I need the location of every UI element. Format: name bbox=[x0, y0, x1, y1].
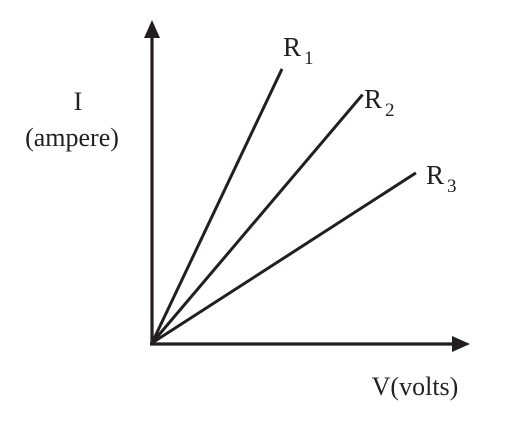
series-line-r2 bbox=[150, 93, 364, 344]
series-line-r1 bbox=[150, 68, 284, 344]
x-axis-label: V(volts) bbox=[372, 372, 459, 401]
y-axis-arrow-icon bbox=[144, 20, 160, 38]
series-line-r3 bbox=[151, 171, 417, 345]
series-label-subscript: 1 bbox=[304, 48, 314, 69]
series-label-subscript: 3 bbox=[447, 176, 457, 197]
series-layer: R 1 R 2 R 3 bbox=[150, 32, 457, 345]
y-axis-label: I bbox=[74, 87, 83, 116]
x-axis-arrow-icon bbox=[452, 336, 470, 352]
y-axis-unit-label: (ampere) bbox=[25, 123, 119, 152]
series-label-subscript: 2 bbox=[385, 100, 395, 121]
